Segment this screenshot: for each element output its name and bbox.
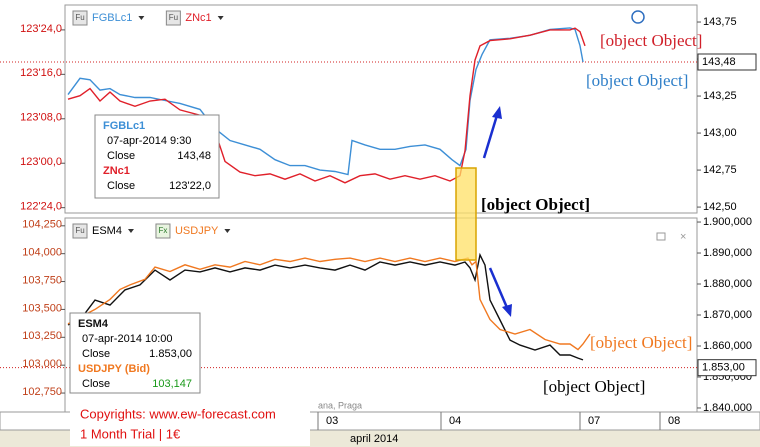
legend-entry[interactable]: USDJPY	[175, 225, 219, 237]
series-line	[67, 252, 584, 361]
maximize-icon[interactable]	[656, 232, 666, 241]
footer-line: Copyrights: www.ew-forecast.com	[80, 406, 276, 421]
y2-tick-label: 143,75	[703, 16, 737, 28]
x-tick-label: 08	[668, 415, 680, 427]
y2-tick-label: 143,25	[703, 90, 737, 102]
y2-tick-label: 1.870,000	[703, 309, 752, 321]
y2-tick-label: 1.880,000	[703, 278, 752, 290]
legend-entry[interactable]: FGBLc1	[92, 12, 132, 24]
legend-entry[interactable]: ESM4	[92, 225, 122, 237]
legend-dropdown[interactable]	[224, 229, 231, 233]
annotation: [object Object]	[600, 31, 702, 50]
x-tick-label: 03	[326, 415, 338, 427]
plot-layer: 123'24,0 123'16,0 123'08,0 123'00,0 122'24,0…	[0, 4, 760, 446]
y-tick-label: 103,250	[22, 330, 62, 342]
arrow-up	[482, 111, 500, 159]
tooltip-close-label: Close	[82, 348, 110, 360]
y2-tick-label: 142,75	[703, 164, 737, 176]
tooltip-close-value: 103,147	[152, 378, 192, 390]
series-line	[67, 257, 591, 351]
annotation: [object Object]	[590, 333, 692, 352]
legend-icon-label: Fu	[169, 13, 178, 22]
legend-icon[interactable]	[72, 10, 88, 26]
tooltip-close-label: Close	[107, 180, 135, 192]
arrow-down	[488, 267, 510, 311]
tooltip-close-label: Close	[82, 378, 110, 390]
tooltip-close-value: 123'22,0	[169, 180, 211, 192]
y-tick-label: 103,500	[22, 302, 62, 314]
tooltip-box	[69, 312, 201, 394]
y-tick-label: 104,000	[22, 247, 62, 259]
y-tick-label: 123'00,0	[20, 156, 62, 168]
y2-tick-label: 1.900,000	[703, 216, 752, 228]
arrow-head	[492, 106, 502, 119]
y2-tick-label: 1.890,000	[703, 247, 752, 259]
y2-tick-label: 1.840,000	[703, 402, 752, 414]
legend-dropdown[interactable]	[138, 16, 145, 20]
legend-icon[interactable]	[155, 223, 171, 239]
tooltip-close-value: 143,48	[177, 150, 211, 162]
tooltip-box	[94, 114, 220, 199]
y-tick-label: 102,750	[22, 386, 62, 398]
legend-icon-label: Fu	[75, 13, 84, 22]
price-tag-label: 1.853,00	[702, 362, 745, 374]
y-tick-label: 123'24,0	[20, 23, 62, 35]
y-tick-label: 103,000	[22, 358, 62, 370]
y2-tick-label: 1.860,000	[703, 340, 752, 352]
y-tick-label: 123'16,0	[20, 67, 62, 79]
y-tick-label: 104,250	[22, 219, 62, 231]
legend-icon[interactable]	[72, 223, 88, 239]
y-tick-label: 122'24,0	[20, 201, 62, 213]
legend-icon-label: Fx	[159, 226, 168, 235]
tooltip-title: ZNc1	[103, 165, 130, 177]
x-tick-label: 07	[588, 415, 600, 427]
annotation: [object Object]	[586, 71, 688, 90]
arrow-head	[502, 304, 512, 317]
tooltip-title: FGBLc1	[103, 120, 145, 132]
footer-line: 1 Month Trial | 1€	[80, 426, 181, 441]
overlay: ×	[455, 10, 686, 317]
tooltip-title: ESM4	[78, 318, 109, 330]
series-line	[67, 27, 584, 176]
watermark: ana, Praga	[318, 400, 362, 410]
x-axis-label: april 2014	[350, 433, 398, 445]
legend-icon-label: Fu	[75, 226, 84, 235]
legend-dropdown[interactable]	[217, 16, 224, 20]
tooltip-date: 07-apr-2014 10:00	[82, 333, 173, 345]
nfp-highlight	[455, 167, 477, 261]
price-tag-box	[697, 53, 757, 71]
close-icon[interactable]: ×	[680, 231, 686, 243]
x-tick-label: 04	[449, 415, 461, 427]
legend-dropdown[interactable]	[127, 229, 134, 233]
footer-box	[70, 404, 310, 446]
legend-entry[interactable]: ZNc1	[185, 12, 211, 24]
tooltip-date: 07-apr-2014 9:30	[107, 135, 191, 147]
tooltip-title: USDJPY (Bid)	[78, 363, 150, 375]
legend-icon[interactable]	[165, 10, 181, 26]
tooltip-close-value: 1.853,00	[149, 348, 192, 360]
clock-icon[interactable]	[631, 10, 645, 24]
annotation: [object Object]	[481, 195, 590, 214]
tooltip-close-label: Close	[107, 150, 135, 162]
y2-tick-label: 142,50	[703, 201, 737, 213]
y2-tick-label: 143,00	[703, 127, 737, 139]
annotation: [object Object]	[543, 377, 645, 396]
price-tag-box	[697, 359, 757, 377]
price-tag-label: 143,48	[702, 56, 736, 68]
y-tick-label: 103,750	[22, 274, 62, 286]
series-line	[67, 27, 586, 184]
y-tick-label: 123'08,0	[20, 112, 62, 124]
